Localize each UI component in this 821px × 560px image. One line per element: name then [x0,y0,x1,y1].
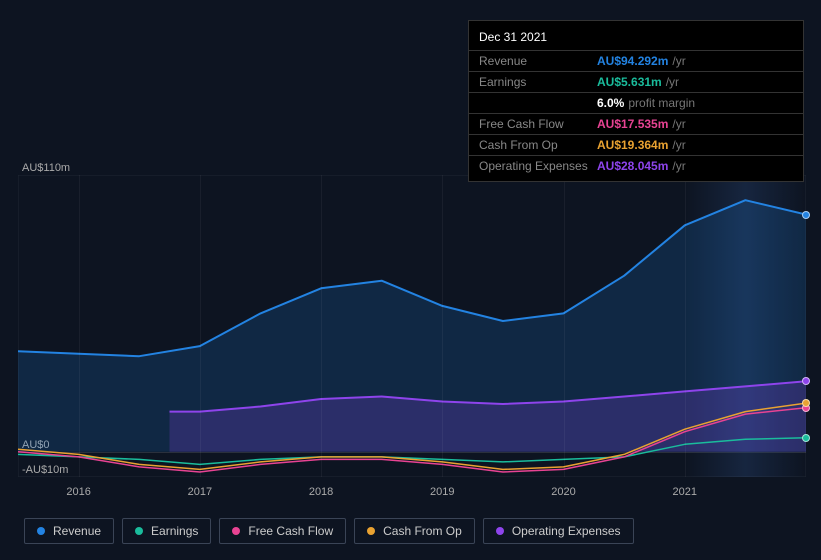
legend-dot-icon [496,527,504,535]
legend-item-opex[interactable]: Operating Expenses [483,518,634,544]
legend-item-earnings[interactable]: Earnings [122,518,211,544]
x-axis-label: 2018 [309,486,333,498]
x-gridline [321,175,322,477]
legend-label: Cash From Op [383,524,462,538]
tooltip-metric-unit: /yr [666,75,679,89]
x-gridline [564,175,565,477]
x-gridline [79,175,80,477]
tooltip-row: Free Cash FlowAU$17.535m/yr [469,113,803,134]
chart-legend: Revenue Earnings Free Cash Flow Cash From O… [24,518,634,544]
x-gridline [200,175,201,477]
tooltip-row: EarningsAU$5.631m/yr [469,71,803,92]
tooltip-metric-label: Revenue [479,54,597,68]
tooltip-metric-label: Cash From Op [479,138,597,152]
series-marker-opex [802,377,810,385]
tooltip-metric-value: AU$19.364m [597,138,668,152]
legend-label: Earnings [151,524,198,538]
x-axis-label: 2016 [66,486,90,498]
tooltip-metric-unit: /yr [672,159,685,173]
financial-chart[interactable] [18,175,806,477]
tooltip-metric-unit: /yr [672,54,685,68]
x-gridline [685,175,686,477]
tooltip-metric-unit: profit margin [628,96,695,110]
legend-label: Operating Expenses [512,524,621,538]
tooltip-row: Cash From OpAU$19.364m/yr [469,134,803,155]
tooltip-metric-unit: /yr [672,117,685,131]
legend-dot-icon [232,527,240,535]
tooltip-metric-value: AU$5.631m [597,75,662,89]
legend-dot-icon [37,527,45,535]
x-axis-label: 2017 [188,486,212,498]
series-marker-earnings [802,434,810,442]
tooltip-metric-value: AU$94.292m [597,54,668,68]
tooltip-metric-label: Free Cash Flow [479,117,597,131]
x-axis-label: 2019 [430,486,454,498]
tooltip-metric-value: 6.0% [597,96,624,110]
legend-item-revenue[interactable]: Revenue [24,518,114,544]
tooltip-metric-label: Operating Expenses [479,159,597,173]
tooltip-date: Dec 31 2021 [469,26,803,50]
tooltip-row: 6.0% profit margin [469,92,803,113]
tooltip-metric-label: Earnings [479,75,597,89]
y-axis-label: AU$110m [22,162,70,174]
x-axis-label: 2020 [551,486,575,498]
legend-item-fcf[interactable]: Free Cash Flow [219,518,346,544]
legend-dot-icon [135,527,143,535]
x-axis-label: 2021 [673,486,697,498]
tooltip-metric-value: AU$28.045m [597,159,668,173]
legend-label: Revenue [53,524,101,538]
tooltip-metric-unit: /yr [672,138,685,152]
series-marker-cfo [802,399,810,407]
series-marker-revenue [802,211,810,219]
chart-tooltip: Dec 31 2021 RevenueAU$94.292m/yrEarnings… [468,20,804,182]
tooltip-row: Operating ExpensesAU$28.045m/yr [469,155,803,176]
tooltip-metric-value: AU$17.535m [597,117,668,131]
legend-item-cfo[interactable]: Cash From Op [354,518,475,544]
legend-dot-icon [367,527,375,535]
x-gridline [442,175,443,477]
x-axis: 2016 2017 2018 2019 2020 2021 [18,482,806,502]
legend-label: Free Cash Flow [248,524,333,538]
tooltip-row: RevenueAU$94.292m/yr [469,50,803,71]
